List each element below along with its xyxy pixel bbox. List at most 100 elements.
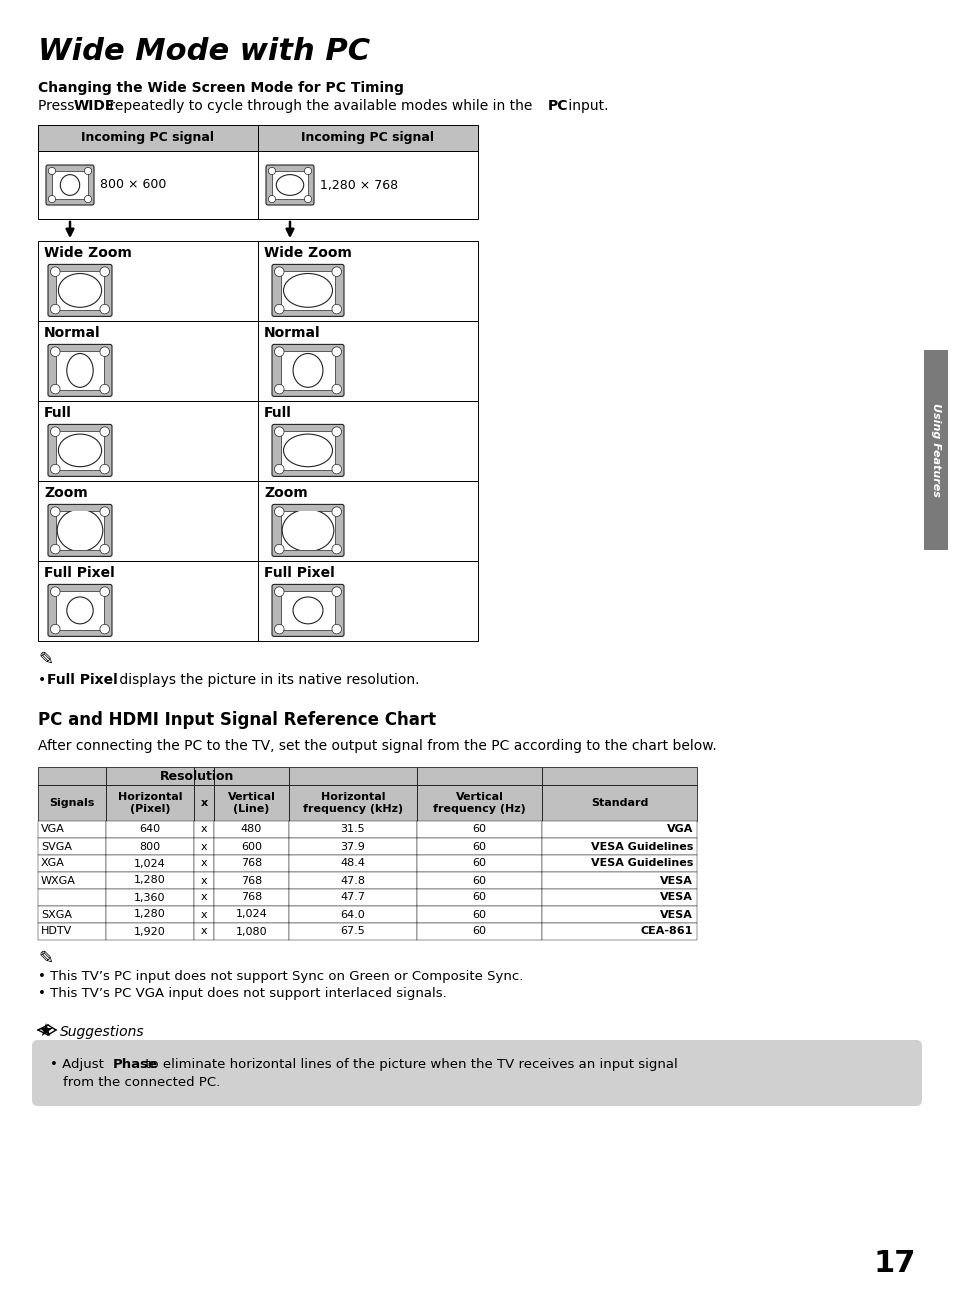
Text: Incoming PC signal: Incoming PC signal [301, 131, 434, 144]
FancyBboxPatch shape [272, 344, 344, 396]
Bar [193, 906, 213, 923]
Text: 48.4: 48.4 [340, 858, 365, 868]
Bar [289, 889, 416, 906]
Text: 1,080: 1,080 [235, 927, 267, 936]
Text: PC and HDMI Input Signal Reference Chart: PC and HDMI Input Signal Reference Chart [38, 711, 436, 729]
Ellipse shape [100, 587, 110, 597]
Ellipse shape [51, 587, 60, 597]
FancyBboxPatch shape [48, 265, 112, 317]
Bar [56, 431, 104, 470]
Ellipse shape [274, 508, 284, 517]
Ellipse shape [268, 196, 275, 202]
Ellipse shape [67, 353, 93, 387]
Ellipse shape [274, 465, 284, 474]
Ellipse shape [332, 304, 341, 314]
Bar [106, 872, 193, 889]
Text: 60: 60 [472, 927, 486, 936]
Ellipse shape [51, 347, 60, 357]
Text: Full: Full [264, 406, 292, 421]
Bar [193, 855, 213, 872]
Ellipse shape [51, 304, 60, 314]
Text: 1,920: 1,920 [134, 927, 166, 936]
Text: x: x [200, 824, 207, 835]
Text: • Adjust: • Adjust [50, 1058, 108, 1071]
Ellipse shape [100, 304, 110, 314]
Text: 1,024: 1,024 [235, 910, 267, 919]
Text: VESA: VESA [659, 875, 692, 885]
Bar [289, 822, 416, 839]
Ellipse shape [332, 347, 341, 357]
Bar [193, 889, 213, 906]
Bar [106, 855, 193, 872]
Ellipse shape [51, 384, 60, 393]
Text: Changing the Wide Screen Mode for PC Timing: Changing the Wide Screen Mode for PC Tim… [38, 80, 403, 95]
Bar [416, 872, 541, 889]
Bar [280, 271, 335, 310]
FancyBboxPatch shape [266, 165, 314, 205]
Text: Suggestions: Suggestions [60, 1025, 145, 1038]
Ellipse shape [274, 304, 284, 314]
Ellipse shape [85, 167, 91, 174]
Text: Normal: Normal [264, 326, 320, 340]
Bar [38, 767, 106, 785]
Bar [257, 321, 477, 401]
Bar [52, 170, 88, 200]
Bar [213, 855, 289, 872]
Text: HDTV: HDTV [41, 927, 72, 936]
Ellipse shape [67, 597, 93, 624]
Ellipse shape [100, 544, 110, 554]
Bar [193, 785, 213, 822]
Bar [38, 855, 106, 872]
Bar [541, 923, 697, 940]
Bar [541, 906, 697, 923]
Text: Wide Zoom: Wide Zoom [264, 247, 352, 260]
Text: input.: input. [563, 99, 608, 113]
FancyBboxPatch shape [272, 424, 344, 476]
Ellipse shape [276, 175, 303, 196]
Bar [257, 482, 477, 561]
Bar [38, 923, 106, 940]
Text: SXGA: SXGA [41, 910, 71, 919]
Bar [257, 561, 477, 641]
Text: 800 × 600: 800 × 600 [100, 179, 166, 192]
Bar [416, 822, 541, 839]
Text: 1,360: 1,360 [134, 893, 166, 902]
Ellipse shape [274, 267, 284, 276]
Bar [56, 511, 104, 549]
Text: ✎: ✎ [38, 950, 53, 968]
Text: VGA: VGA [666, 824, 692, 835]
Text: VGA: VGA [41, 824, 65, 835]
Ellipse shape [100, 465, 110, 474]
Text: 60: 60 [472, 910, 486, 919]
FancyBboxPatch shape [46, 165, 94, 205]
FancyBboxPatch shape [48, 344, 112, 396]
Ellipse shape [274, 427, 284, 436]
Bar [416, 923, 541, 940]
Bar [213, 872, 289, 889]
Text: XGA: XGA [41, 858, 65, 868]
Bar [38, 561, 257, 641]
Text: Press: Press [38, 99, 79, 113]
Text: 60: 60 [472, 858, 486, 868]
Ellipse shape [51, 267, 60, 276]
Bar [416, 889, 541, 906]
Bar [289, 767, 416, 785]
Text: x: x [200, 875, 207, 885]
Bar [541, 839, 697, 855]
Text: Full Pixel: Full Pixel [264, 566, 335, 580]
FancyBboxPatch shape [32, 1040, 921, 1106]
Ellipse shape [304, 196, 312, 202]
Bar [289, 872, 416, 889]
Text: 1,280 × 768: 1,280 × 768 [319, 179, 397, 192]
Ellipse shape [332, 544, 341, 554]
Text: from the connected PC.: from the connected PC. [63, 1076, 220, 1089]
Text: Horizontal
(Pixel): Horizontal (Pixel) [117, 792, 182, 814]
Ellipse shape [100, 384, 110, 393]
Text: Normal: Normal [44, 326, 100, 340]
Bar [193, 822, 213, 839]
Bar [289, 785, 416, 822]
Ellipse shape [100, 267, 110, 276]
Ellipse shape [274, 544, 284, 554]
Bar [541, 855, 697, 872]
Text: 31.5: 31.5 [340, 824, 365, 835]
